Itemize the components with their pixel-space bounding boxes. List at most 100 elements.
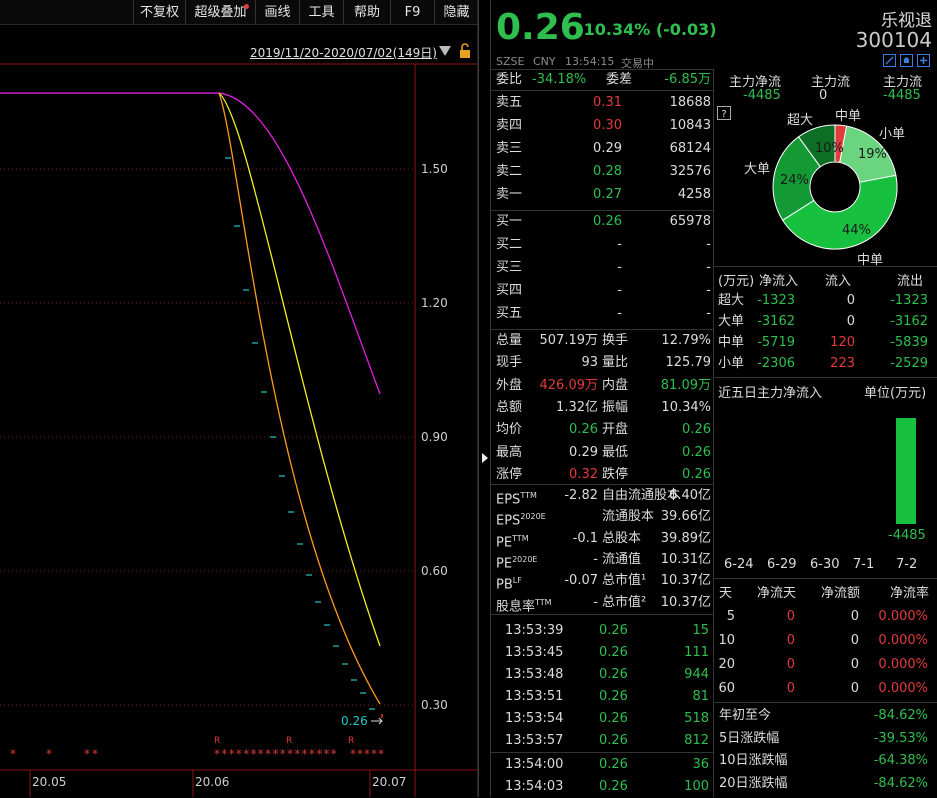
order-book-row: 卖五 0.31 18688 — [496, 92, 711, 114]
event-star-marker: * — [243, 747, 249, 761]
series-line-2 — [218, 92, 381, 705]
no-adjust-button[interactable]: 不复权 — [133, 0, 185, 25]
series-line-1 — [218, 92, 381, 647]
stat-label: 量比 — [602, 355, 629, 371]
flow-header-cell: 净流入 — [759, 274, 799, 289]
stat-label: 现手 — [496, 355, 523, 371]
price-change: -10.34% (-0.03) — [577, 20, 717, 39]
stat-value: 12.79% — [661, 333, 711, 348]
weibi-value: -34.18% — [532, 72, 587, 87]
fundamental-label: EPSTTM — [496, 485, 537, 511]
event-star-marker: * — [229, 747, 235, 761]
flow-in-value: 120 — [830, 335, 855, 350]
fundamental-value: - — [593, 551, 598, 567]
panel-splitter[interactable] — [478, 0, 491, 797]
stat-row: 涨停 0.32 跌停 0.26 — [496, 464, 711, 486]
period-net-days: 0 — [786, 657, 795, 672]
help-icon[interactable]: ? — [717, 106, 731, 120]
five-day-value: -4485 — [888, 528, 926, 543]
x-tick-label: 20.07 — [372, 775, 406, 789]
change-row: 10日涨跌幅 -64.38% — [713, 750, 935, 772]
event-star-marker: * — [371, 747, 377, 761]
period-net-amount: 0 — [850, 633, 859, 648]
y-tick-label: 0.60 — [421, 564, 448, 578]
stat-label: 最低 — [602, 444, 629, 460]
current-price: 0.26 — [496, 7, 585, 48]
alert-icon[interactable] — [900, 54, 913, 67]
y-tick-label: 0.30 — [421, 698, 448, 712]
stat-label: 内盘 — [602, 377, 629, 393]
event-star-marker: * — [10, 747, 16, 761]
order-level-label: 卖四 — [496, 118, 523, 133]
stat-label: 换手 — [602, 333, 629, 348]
change-value: -84.62% — [873, 708, 928, 723]
change-value: -64.38% — [873, 753, 928, 768]
tick-time: 13:53:45 — [505, 645, 564, 660]
period-net-rate: 0.000% — [878, 681, 928, 696]
flow-header-cell: 流入 — [825, 274, 852, 289]
tick-row: 13:54:00 0.26 36 — [505, 754, 709, 776]
fundamental-suffix: LF — [512, 576, 522, 586]
tick-row: 13:53:51 0.26 81 — [505, 686, 709, 708]
change-value: -84.62% — [873, 775, 928, 791]
order-volume: 65978 — [669, 214, 711, 229]
collapse-arrow-icon[interactable] — [481, 452, 489, 464]
draw-line-button[interactable]: 画线 — [255, 0, 299, 25]
main-flow-header: 主力流 — [811, 75, 851, 90]
hide-button[interactable]: 隐藏 — [434, 0, 478, 25]
help-button[interactable]: 帮助 — [343, 0, 390, 25]
event-star-marker: * — [350, 747, 356, 761]
event-star-marker: * — [316, 747, 322, 761]
tick-row: 13:53:48 0.26 944 — [505, 664, 709, 686]
stat-label: 外盘 — [496, 377, 523, 393]
fundamental-label: PETTM — [496, 528, 529, 554]
chart-canvas: 1.501.200.900.600.30 20.05 20.06 20.07 * * *… — [0, 0, 478, 797]
stat-value: 0.26 — [682, 444, 711, 460]
pie-slice-mid — [781, 174, 898, 250]
stat-row: 现手 93 量比 125.79 — [496, 352, 711, 374]
tick-time: 13:53:57 — [505, 733, 564, 748]
stat-label: 开盘 — [602, 422, 629, 438]
price-chart-panel[interactable]: 不复权 超级叠加 画线 工具 帮助 F9 隐藏 2019/11/20-2020/… — [0, 0, 478, 797]
tick-time: 13:53:51 — [505, 689, 564, 704]
fundamental-row: PETTM -0.1 总股本 39.89亿 — [496, 528, 711, 550]
event-star-marker: * — [364, 747, 370, 761]
event-star-marker: * — [331, 747, 337, 761]
event-star-marker: * — [92, 747, 98, 761]
fundamental-label-2: 总股本 — [602, 530, 642, 546]
stat-label: 振幅 — [602, 399, 629, 415]
flow-out-value: -1323 — [890, 293, 928, 308]
fundamental-row: EPS2020E 流通股本 39.66亿 — [496, 506, 711, 528]
f9-button[interactable]: F9 — [390, 0, 434, 25]
tools-button[interactable]: 工具 — [299, 0, 343, 25]
fundamental-label-2: 总市值² — [602, 594, 647, 610]
order-volume: - — [706, 260, 711, 275]
lock-icon[interactable] — [458, 43, 472, 59]
fundamental-value: -0.07 — [564, 573, 598, 589]
add-icon[interactable] — [917, 54, 930, 67]
order-book-row: 买二 - - — [496, 234, 711, 256]
stat-value: 125.79 — [665, 355, 712, 371]
main-flow-header: 主力净流 — [729, 75, 782, 90]
period-net-amount: 0 — [850, 657, 859, 672]
flow-out-value: -3162 — [890, 314, 928, 329]
stat-row: 均价 0.26 开盘 0.26 — [496, 419, 711, 441]
stat-label: 涨停 — [496, 466, 523, 482]
flow-row-label: 大单 — [718, 314, 745, 329]
fundamental-value-2: 10.31亿 — [660, 551, 711, 567]
super-overlay-button[interactable]: 超级叠加 — [185, 0, 255, 25]
date-range-link[interactable]: 2019/11/20-2020/07/02(149日) — [250, 46, 437, 60]
tick-row: 13:53:39 0.26 15 — [505, 620, 709, 642]
fundamental-row: PE2020E - 流通值 10.31亿 — [496, 549, 711, 571]
order-book-row: 卖二 0.28 32576 — [496, 161, 711, 183]
last-price-label: 0.26 — [341, 714, 368, 728]
period-days: 10 — [718, 633, 735, 648]
pie-label-big: 大单 — [744, 162, 771, 177]
x-tick-label: 20.05 — [32, 775, 66, 789]
edit-icon[interactable] — [883, 54, 896, 67]
order-book-row: 卖三 0.29 68124 — [496, 138, 711, 160]
stat-row: 总量 507.19万 换手 12.79% — [496, 330, 711, 352]
tick-price: 0.26 — [599, 667, 628, 682]
fundamental-name: EPS — [496, 492, 521, 508]
triangle-down-icon[interactable] — [438, 45, 452, 57]
